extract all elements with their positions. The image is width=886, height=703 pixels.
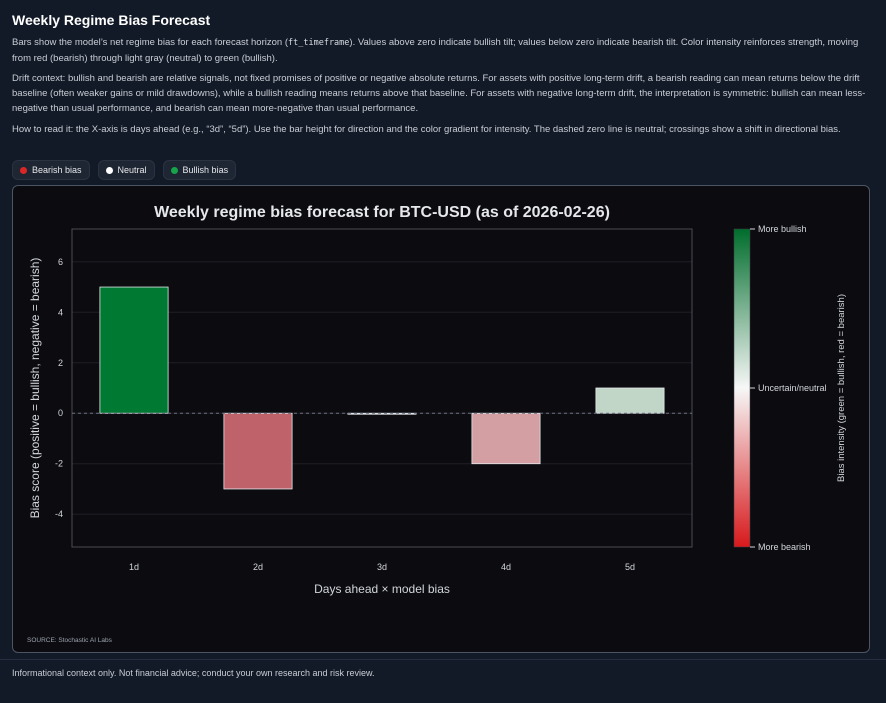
colorbar-bottom-label: More bearish (758, 542, 811, 552)
y-tick-label: -4 (55, 509, 63, 519)
timeframe-code: ft_timeframe (288, 38, 350, 48)
drift-context-paragraph: Drift context: bullish and bearish are r… (12, 73, 866, 114)
description-text-b: ). Values above zero indicate bullish ti… (12, 37, 859, 64)
bearish-dot-icon (20, 166, 27, 174)
bias-bar-chart: Weekly regime bias forecast for BTC-USD … (27, 204, 847, 644)
legend-label-bullish: Bullish bias (182, 165, 229, 175)
chart-card: Weekly regime bias forecast for BTC-USD … (12, 185, 870, 653)
bar-1d[interactable] (99, 286, 169, 414)
bullish-dot-icon (170, 166, 178, 174)
neutral-dot-icon (105, 166, 113, 174)
plot-frame (71, 228, 693, 548)
legend-label-bearish: Bearish bias (32, 165, 82, 175)
x-tick-label: 4d (501, 562, 511, 572)
colorbar-top-label: More bullish (758, 224, 807, 234)
colorbar (733, 228, 751, 548)
x-axis-ticks: 1d 2d 3d 4d 5d (129, 562, 635, 572)
y-tick-label: 0 (58, 408, 63, 418)
bar-5d[interactable] (595, 387, 665, 414)
bias-legend: Bearish bias Neutral Bullish bias (12, 160, 237, 180)
legend-chip-bullish[interactable]: Bullish bias (162, 160, 237, 180)
chart-source: SOURCE: Stochastic AI Labs (27, 637, 113, 644)
legend-label-neutral: Neutral (117, 165, 147, 175)
footer-divider (0, 659, 886, 660)
x-tick-label: 5d (625, 562, 635, 572)
y-tick-label: -2 (55, 459, 63, 469)
how-to-read-paragraph: How to read it: the X-axis is days ahead… (12, 124, 841, 135)
bar-3d[interactable] (347, 412, 417, 415)
x-tick-label: 1d (129, 562, 139, 572)
description-text-a: Bars show the model’s net regime bias fo… (12, 37, 288, 48)
y-tick-label: 2 (58, 358, 63, 368)
colorbar-axis-label: Bias intensity (green = bullish, red = b… (836, 294, 847, 482)
colorbar-mid-label: Uncertain/neutral (758, 383, 827, 393)
y-tick-label: 6 (58, 257, 63, 267)
y-axis-ticks: -4 -2 0 2 4 6 (55, 257, 63, 519)
x-axis-label: Days ahead × model bias (314, 582, 450, 596)
y-axis-label: Bias score (positive = bullish, negative… (28, 258, 42, 519)
x-tick-label: 3d (377, 562, 387, 572)
chart-title: Weekly regime bias forecast for BTC-USD … (154, 204, 610, 221)
description-paragraph: Bars show the model’s net regime bias fo… (12, 35, 874, 66)
footer-disclaimer: Informational context only. Not financia… (12, 668, 375, 678)
bars (99, 286, 665, 490)
page-title: Weekly Regime Bias Forecast (12, 12, 211, 28)
y-tick-label: 4 (58, 307, 63, 317)
bar-4d[interactable] (471, 412, 541, 465)
legend-chip-neutral[interactable]: Neutral (97, 160, 155, 180)
x-tick-label: 2d (253, 562, 263, 572)
bar-2d[interactable] (223, 412, 293, 490)
legend-chip-bearish[interactable]: Bearish bias (12, 160, 90, 180)
